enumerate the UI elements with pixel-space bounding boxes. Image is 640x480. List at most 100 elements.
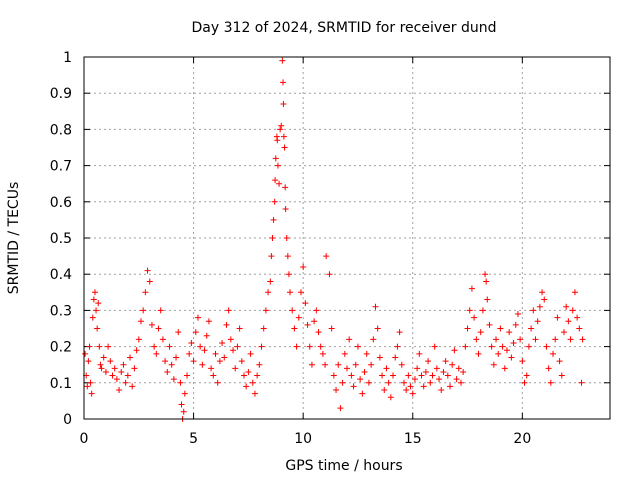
- data-point: [178, 401, 185, 408]
- data-point: [462, 343, 469, 350]
- data-point: [175, 329, 182, 336]
- data-point: [497, 325, 504, 332]
- data-point: [291, 325, 298, 332]
- data-point: [86, 343, 93, 350]
- data-point: [94, 325, 101, 332]
- data-point: [372, 303, 379, 310]
- data-point: [574, 314, 581, 321]
- data-point: [260, 325, 267, 332]
- y-tick-label: 0.2: [50, 340, 72, 356]
- data-point: [208, 365, 215, 372]
- data-point: [379, 372, 386, 379]
- data-point: [287, 289, 294, 296]
- data-point: [567, 336, 574, 343]
- data-point: [170, 376, 177, 383]
- data-point: [530, 307, 537, 314]
- data-point: [177, 379, 184, 386]
- data-point: [184, 372, 191, 379]
- data-point: [283, 235, 290, 241]
- data-point: [547, 379, 554, 386]
- data-point: [280, 79, 287, 86]
- data-point: [409, 390, 416, 397]
- data-point: [341, 350, 348, 357]
- data-point: [447, 383, 454, 390]
- data-point: [89, 314, 96, 321]
- data-point: [194, 314, 201, 321]
- data-point: [350, 383, 357, 390]
- data-point: [271, 198, 278, 205]
- data-point: [236, 325, 243, 332]
- data-point: [508, 354, 515, 361]
- y-tick-label: 1: [63, 50, 72, 66]
- data-point: [457, 379, 464, 386]
- data-point: [274, 137, 281, 144]
- y-tick-label: 0.9: [50, 86, 72, 102]
- data-point: [563, 303, 570, 310]
- data-point: [227, 336, 234, 343]
- data-point: [88, 390, 95, 397]
- data-point: [449, 361, 456, 368]
- data-point: [400, 379, 407, 386]
- y-axis-label: SRMTID / TECUs: [6, 182, 22, 295]
- data-point: [113, 376, 120, 383]
- y-tick-label: 0.4: [50, 267, 72, 283]
- data-point: [323, 253, 330, 260]
- data-point: [451, 347, 458, 354]
- x-tick-label: 20: [513, 431, 531, 447]
- data-point: [374, 325, 381, 332]
- data-point: [221, 354, 228, 361]
- data-point: [238, 358, 245, 365]
- data-point: [579, 336, 586, 343]
- data-point: [344, 365, 350, 372]
- data-point: [129, 383, 136, 390]
- data-point: [506, 329, 513, 336]
- x-tick-label: 5: [189, 431, 198, 447]
- data-point: [97, 361, 104, 368]
- data-point: [433, 365, 440, 372]
- data-point: [484, 296, 491, 303]
- data-point: [442, 358, 449, 365]
- data-point: [503, 347, 510, 354]
- data-point: [440, 368, 447, 375]
- data-point: [493, 336, 500, 343]
- x-tick-label: 15: [404, 431, 422, 447]
- data-point: [436, 376, 443, 383]
- data-point: [488, 343, 495, 350]
- plot-frame: [83, 56, 611, 420]
- data-point: [274, 162, 281, 169]
- data-point: [135, 336, 142, 343]
- data-point: [91, 289, 98, 296]
- data-point: [212, 350, 219, 357]
- data-point: [352, 361, 359, 368]
- data-point: [381, 387, 388, 394]
- data-point: [162, 358, 169, 365]
- data-point: [148, 321, 155, 328]
- data-point: [475, 350, 482, 357]
- data-point: [444, 372, 451, 379]
- data-point: [282, 206, 289, 213]
- data-point: [534, 318, 541, 325]
- data-point: [560, 329, 567, 336]
- data-point: [216, 358, 223, 365]
- data-point: [576, 325, 583, 332]
- data-point: [219, 339, 226, 346]
- data-point: [392, 354, 399, 361]
- data-point: [453, 376, 460, 383]
- data-point: [105, 343, 112, 350]
- data-point: [317, 343, 324, 350]
- data-point: [357, 376, 364, 383]
- y-tick-label: 0.7: [50, 159, 72, 175]
- data-point: [293, 343, 300, 350]
- data-point: [214, 379, 221, 386]
- data-point: [157, 307, 164, 314]
- data-point: [133, 347, 140, 354]
- data-point: [87, 379, 94, 386]
- data-point: [272, 155, 279, 162]
- data-point: [431, 343, 438, 350]
- data-point: [256, 361, 263, 368]
- data-point: [153, 350, 160, 357]
- data-point: [541, 296, 548, 303]
- data-point: [98, 365, 105, 372]
- data-point: [186, 350, 193, 357]
- data-point: [146, 278, 153, 285]
